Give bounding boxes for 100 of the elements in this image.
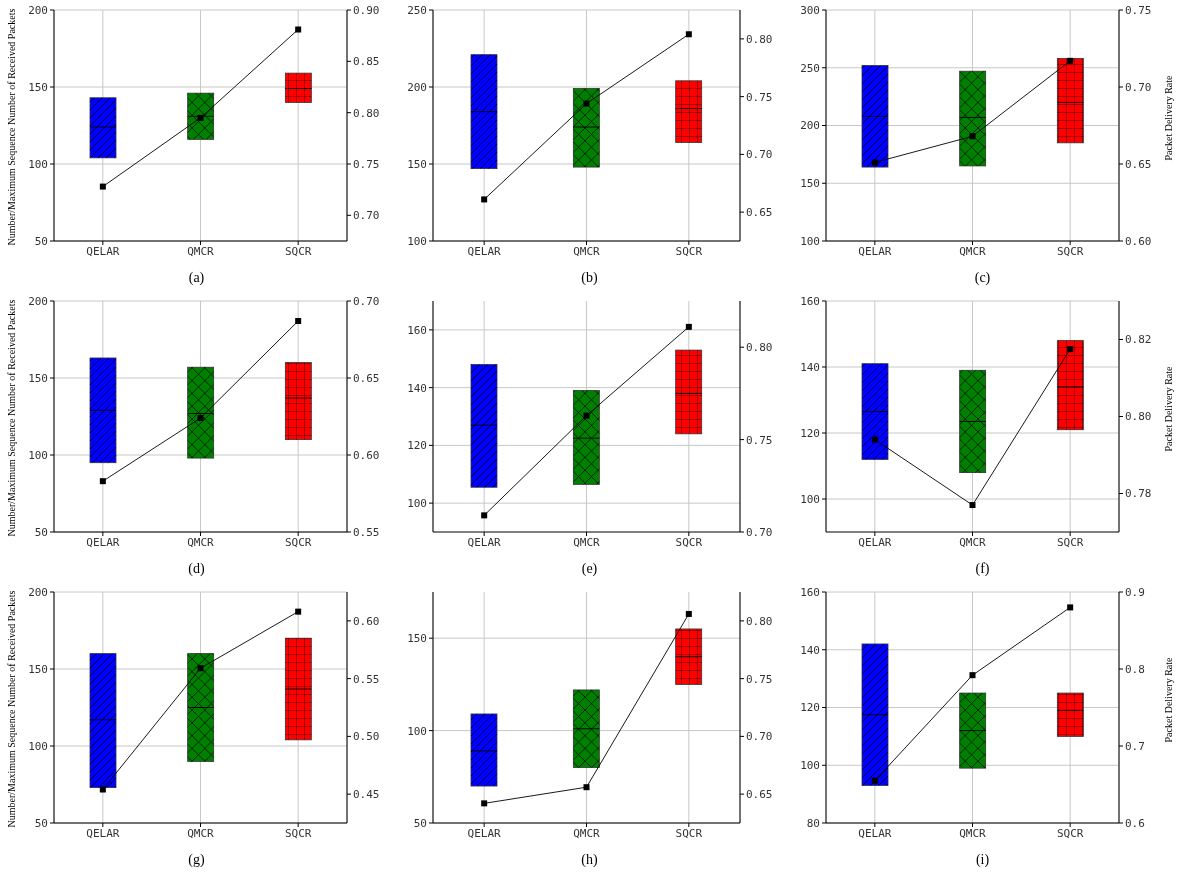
point (969, 502, 976, 509)
x-tick-label: QELAR (467, 244, 502, 258)
y2-tick-label: 0.75 (1125, 3, 1152, 17)
x-tick-label: SQCR (675, 244, 703, 258)
y2-tick-label: 0.7 (1125, 739, 1145, 753)
y-tick-label: 150 (28, 80, 48, 94)
y-tick-label: 140 (407, 381, 427, 395)
y2-tick-label: 0.75 (746, 90, 773, 104)
y-tick-label: 200 (28, 3, 48, 17)
y2-tick-label: 0.78 (1125, 487, 1152, 501)
y2-tick-label: 0.65 (746, 788, 773, 802)
y2-tick-label: 0.80 (353, 106, 380, 120)
x-tick-label: QMCR (573, 244, 601, 258)
x-tick-label: QELAR (86, 244, 120, 258)
y-tick-label: 160 (407, 323, 427, 337)
y2-tick-label: 0.55 (353, 525, 380, 539)
y-tick-label: 150 (407, 157, 427, 171)
y-tick-label: 200 (800, 119, 820, 133)
y2-tick-label: 0.80 (746, 614, 773, 628)
y-tick-label: 100 (407, 497, 427, 511)
text: (h) (580, 851, 599, 869)
y2-tick-label: 0.90 (353, 3, 380, 17)
point (99, 786, 106, 793)
y2-tick-label: 0.70 (746, 525, 773, 539)
y-tick-label: 100 (407, 234, 427, 248)
y2-tick-label: 0.60 (353, 614, 380, 628)
point (871, 159, 878, 166)
y-tick-label: 100 (28, 157, 48, 171)
text: (b) (580, 269, 599, 287)
y-tick-label: 140 (800, 643, 820, 657)
y2-tick-label: 0.9 (1125, 585, 1145, 599)
x-tick-label: QELAR (467, 826, 502, 840)
y2-tick-label: 0.80 (1125, 410, 1152, 424)
point (99, 478, 106, 485)
y-tick-label: 50 (34, 234, 48, 248)
x-tick-label: SQCR (284, 535, 312, 549)
x-tick-label: SQCR (675, 826, 703, 840)
x-tick-label: QMCR (573, 535, 601, 549)
y2-tick-label: 0.70 (353, 294, 380, 308)
x-tick-label: QMCR (959, 826, 987, 840)
y2-tick-label: 0.60 (353, 448, 380, 462)
point (481, 512, 488, 519)
y2-tick-label: 0.55 (353, 672, 380, 686)
y-tick-label: 50 (34, 816, 48, 830)
x-tick-label: QELAR (467, 535, 502, 549)
y2-tick-label: 0.85 (353, 55, 380, 69)
text: (g) (187, 851, 206, 869)
point (685, 31, 692, 38)
x-tick-label: QMCR (573, 826, 601, 840)
y-tick-label: 50 (34, 525, 48, 539)
y2-tick-label: 0.75 (746, 672, 773, 686)
y-tick-label: 100 (407, 724, 427, 738)
y2-tick-label: 0.80 (746, 341, 773, 355)
y2-tick-label: 0.65 (1125, 157, 1152, 171)
x-tick-label: QELAR (858, 535, 892, 549)
y-tick-label: 100 (28, 448, 48, 462)
y-tick-label: 300 (800, 3, 820, 17)
point (295, 318, 302, 325)
text: (a) (187, 269, 206, 287)
point (969, 672, 976, 679)
y2-tick-label: 0.6 (1125, 816, 1145, 830)
text: (e) (580, 560, 599, 578)
point (871, 436, 878, 443)
point (583, 100, 590, 107)
text: (i) (974, 851, 991, 869)
y-tick-label: 140 (800, 360, 820, 374)
y-tick-label: 100 (28, 739, 48, 753)
point (1067, 604, 1074, 611)
x-tick-label: QELAR (86, 826, 120, 840)
y2-tick-label: 0.65 (746, 206, 773, 220)
x-tick-label: SQCR (1056, 826, 1084, 840)
y-tick-label: 150 (800, 177, 820, 191)
y2-tick-label: 0.65 (353, 371, 380, 385)
x-tick-label: QMCR (187, 244, 215, 258)
x-tick-label: QMCR (959, 244, 987, 258)
y2-tick-label: 0.70 (746, 148, 773, 162)
y2-tick-label: 0.70 (353, 209, 380, 223)
x-tick-label: QMCR (187, 826, 215, 840)
text: (f) (974, 560, 991, 578)
y2-axis-title: Packet Delivery Rate (1162, 365, 1174, 452)
y2-tick-label: 0.75 (353, 157, 380, 171)
y-tick-label: 200 (407, 80, 427, 94)
y-axis-title: Number/Maximum Sequence Number of Received Packets (5, 590, 17, 828)
x-tick-label: SQCR (1056, 244, 1084, 258)
y2-tick-label: 0.82 (1125, 333, 1152, 347)
x-tick-label: QMCR (959, 535, 987, 549)
y-tick-label: 200 (28, 294, 48, 308)
point (197, 114, 204, 121)
y-tick-label: 50 (413, 816, 427, 830)
y2-tick-label: 0.75 (746, 433, 773, 447)
y-tick-label: 100 (800, 759, 820, 773)
y2-tick-label: 0.8 (1125, 662, 1145, 676)
y2-tick-label: 0.70 (1125, 80, 1152, 94)
y2-tick-label: 0.60 (1125, 234, 1152, 248)
y-tick-label: 120 (800, 426, 820, 440)
x-tick-label: SQCR (284, 826, 312, 840)
text: (d) (187, 560, 206, 578)
y-axis-title: Number/Maximum Sequence Number of Received Packets (5, 299, 17, 537)
y2-tick-label: 0.80 (746, 32, 773, 46)
y-tick-label: 160 (800, 585, 820, 599)
